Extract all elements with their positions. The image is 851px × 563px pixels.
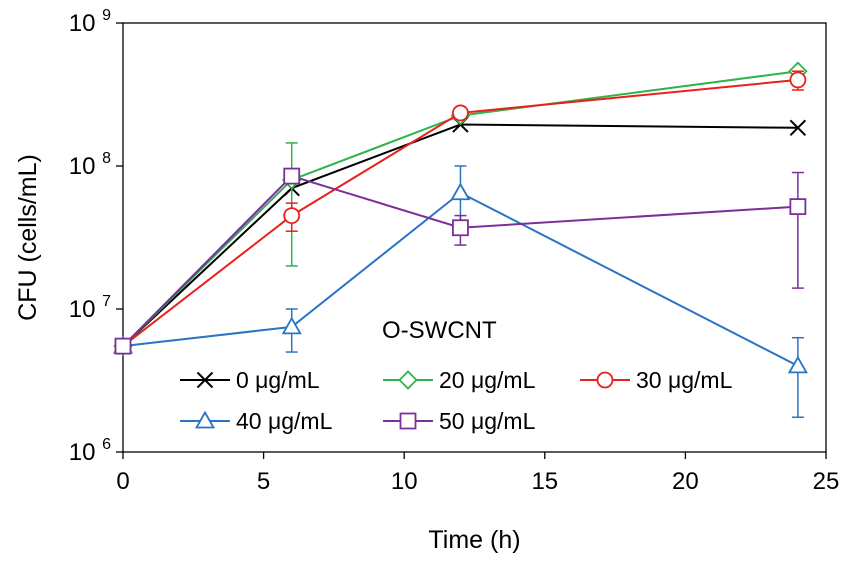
data-point [114,337,132,355]
legend-item-2: 30 μg/mL [580,367,733,393]
chart-legend: O-SWCNT 0 μg/mL 20 μg/mL 30 μg/mL 40 μg/mL 50… [180,317,733,434]
series-4 [114,167,807,355]
data-point [283,167,301,185]
series-line [122,70,799,347]
series-line [122,78,798,347]
data-point [281,316,302,335]
legend-item-0: 0 μg/mL [180,367,320,393]
legend-item-3: 40 μg/mL [180,408,333,434]
y-tick-label: 10 9 [69,7,111,37]
y-axis-title: CFU (cells/mL) [14,154,42,321]
legend-marker [196,371,214,389]
y-tick-label: 10 8 [69,150,111,180]
legend-label: 0 μg/mL [236,367,320,393]
data-point [789,198,807,216]
x-tick-label: 20 [672,468,699,495]
x-tick-label: 25 [813,468,840,495]
data-point [789,119,807,137]
data-point [283,207,301,224]
data-point [789,71,807,89]
legend-marker [398,370,418,390]
data-point [452,219,469,237]
legend-marker [194,410,216,429]
legend-item-1: 20 μg/mL [383,367,536,393]
legend-label: 40 μg/mL [236,408,333,434]
x-tick-label: 5 [257,468,270,495]
x-tick-label: 10 [391,468,418,495]
x-axis-title: Time (h) [428,526,520,554]
legend-label: 50 μg/mL [439,408,536,434]
legend-label: 20 μg/mL [439,367,536,393]
legend-marker [399,412,417,430]
data-point [450,182,471,201]
legend-label: 30 μg/mL [636,367,733,393]
x-tick-label: 15 [531,468,558,495]
series-line [122,123,798,347]
data-point [452,104,469,122]
chart-series [112,61,808,418]
x-tick-label: 0 [116,468,129,495]
data-point [787,355,808,374]
series-line [122,174,798,347]
plot-frame [122,22,827,453]
chart-axes: 0 5 10 15 20 25 10 6 10 7 10 8 10 9 Time (h) CFU (c… [14,7,839,554]
legend-item-4: 50 μg/mL [383,408,536,434]
y-tick-label: 10 6 [69,436,111,466]
y-tick-label: 10 7 [69,293,111,323]
series-line [122,191,799,367]
legend-title: O-SWCNT [382,317,497,344]
legend-marker [596,371,614,389]
